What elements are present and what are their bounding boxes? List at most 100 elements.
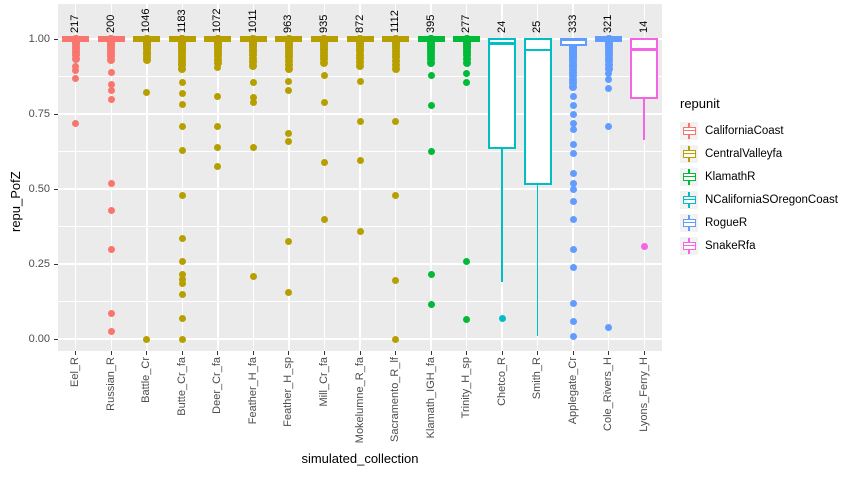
boxplot-key-icon	[680, 121, 698, 140]
legend-entry-CaliforniaCoast: CaliforniaCoast	[680, 119, 838, 142]
legend-entry-CentralValleyfa: CentralValleyfa	[680, 142, 838, 165]
boxplot-compressed-box	[417, 35, 445, 43]
x-tick-mark	[643, 351, 645, 355]
y-tick-mark	[53, 113, 58, 115]
outlier-dot	[178, 235, 186, 242]
legend: repunit CaliforniaCoast CentralValleyfa Kl…	[680, 96, 838, 257]
outlier-dot	[569, 318, 577, 326]
count-label: 277	[460, 14, 473, 33]
boxplot-compressed-box	[97, 35, 125, 43]
outlier-dot	[143, 88, 151, 96]
outlier-dot	[214, 93, 222, 101]
x-tick-mark	[501, 351, 503, 355]
x-tick-label: Battle_Cr	[140, 357, 153, 403]
outlier-dot	[214, 64, 222, 71]
x-tick-mark	[110, 351, 112, 355]
legend-title: repunit	[680, 96, 720, 111]
outlier-dot	[178, 280, 186, 287]
outlier-dot	[463, 257, 471, 265]
key-median	[682, 152, 696, 155]
x-tick-label: Applegate_Cr	[566, 357, 579, 425]
x-tick-mark	[537, 351, 539, 355]
outlier-dot	[214, 123, 222, 131]
y-tick-label: 0.00	[28, 332, 50, 345]
outlier-dot	[605, 85, 613, 92]
boxplot-median	[559, 38, 587, 42]
boxplot-compressed-box	[346, 35, 374, 43]
y-tick-label: 0.75	[28, 107, 50, 120]
legend-label: RogueR	[705, 216, 748, 229]
y-tick-label: 0.50	[28, 182, 50, 195]
outlier-dot	[356, 118, 364, 125]
outlier-dot	[320, 98, 328, 106]
outlier-dot	[178, 100, 186, 108]
count-label: 25	[531, 20, 544, 33]
outlier-dot	[249, 79, 257, 86]
x-tick-mark	[430, 351, 432, 355]
outlier-dot	[214, 163, 222, 170]
outlier-dot	[463, 316, 471, 323]
legend-label: CaliforniaCoast	[705, 124, 784, 137]
outlier-dot	[178, 89, 186, 97]
outlier-dot	[107, 328, 115, 335]
outlier-dot	[178, 257, 186, 265]
outlier-dot	[605, 70, 613, 77]
count-label: 321	[602, 14, 615, 33]
boxplot-key-icon	[680, 144, 698, 163]
count-label: 1072	[211, 8, 224, 33]
outlier-dot	[214, 143, 222, 151]
outlier-dot	[569, 92, 577, 100]
stem-dot	[107, 56, 116, 64]
outlier-dot	[320, 71, 328, 79]
outlier-dot	[605, 122, 613, 130]
outlier-dot	[640, 243, 648, 251]
outlier-dot	[107, 206, 115, 214]
x-tick-label: Feather_H_sp	[282, 357, 295, 427]
y-tick-mark	[53, 188, 58, 190]
outlier-dot	[107, 68, 115, 76]
outlier-dot	[427, 148, 435, 155]
x-tick-mark	[359, 351, 361, 355]
grid-major-v	[217, 4, 219, 351]
x-tick-label: Trinity_H_sp	[460, 357, 473, 419]
x-tick-label: Lyons_Ferry_H	[637, 357, 650, 432]
outlier-dot	[569, 125, 577, 133]
grid-major-v	[75, 4, 77, 351]
x-tick-label: Mill_Cr_fa	[317, 357, 330, 407]
legend-entry-SnakeRfa: SnakeRfa	[680, 234, 838, 257]
outlier-dot	[569, 169, 577, 177]
grid-major-v	[323, 4, 326, 351]
outlier-dot	[569, 110, 577, 118]
outlier-dot	[320, 215, 328, 223]
outlier-dot	[356, 77, 364, 85]
boxplot-compressed-box	[382, 35, 410, 43]
stem-dot	[284, 65, 293, 73]
stem-dot	[604, 65, 613, 73]
y-tick-label: 1.00	[28, 32, 50, 45]
outlier-dot	[249, 143, 257, 151]
x-tick-mark	[288, 351, 290, 355]
grid-major-v	[608, 4, 610, 351]
stem-dot	[249, 62, 258, 70]
y-tick-mark	[53, 38, 58, 40]
x-tick-mark	[466, 351, 468, 355]
plot-panel	[58, 4, 662, 351]
stem-dot	[213, 59, 222, 67]
count-label: 1112	[389, 10, 402, 33]
boxplot-median	[488, 42, 517, 45]
outlier-dot	[569, 101, 577, 109]
grid-major-v	[643, 4, 645, 351]
outlier-dot	[463, 79, 471, 86]
outlier-dot	[285, 137, 293, 145]
grid-major-v	[181, 4, 184, 351]
count-label: 217	[69, 14, 82, 33]
outlier-dot	[427, 71, 435, 79]
stem-dot	[391, 60, 400, 69]
legend-entry-NCaliforniaSOregonCoast: NCaliforniaSOregonCoast	[680, 188, 838, 211]
outlier-dot	[320, 158, 328, 166]
outlier-dot	[72, 62, 80, 70]
boxplot-key-icon	[680, 167, 698, 186]
x-tick-mark	[395, 351, 397, 355]
outlier-dot	[356, 157, 364, 164]
